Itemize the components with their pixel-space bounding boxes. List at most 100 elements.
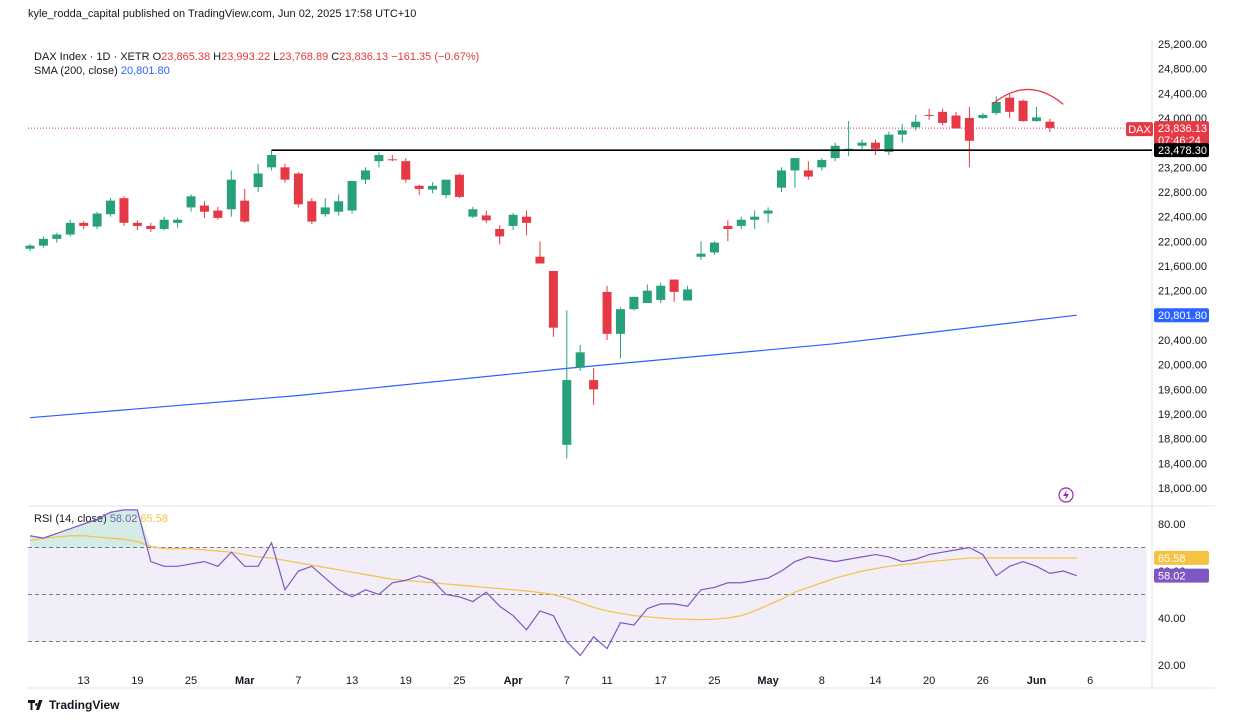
candle[interactable] xyxy=(991,96,1001,115)
candle[interactable] xyxy=(92,211,102,229)
candles-layer[interactable] xyxy=(25,93,1055,459)
candle[interactable] xyxy=(951,111,961,129)
symbol-label[interactable]: DAX Index · 1D · XETR xyxy=(34,51,150,63)
candle[interactable] xyxy=(186,194,196,212)
candle[interactable] xyxy=(897,124,907,143)
candle[interactable] xyxy=(146,222,156,233)
candle[interactable] xyxy=(589,367,599,405)
candle[interactable] xyxy=(830,142,840,162)
candle[interactable] xyxy=(52,232,62,243)
candle[interactable] xyxy=(911,114,921,131)
candle[interactable] xyxy=(361,167,370,184)
candle[interactable] xyxy=(387,155,397,162)
candle[interactable] xyxy=(293,172,303,208)
candle[interactable] xyxy=(199,201,209,218)
price-axis[interactable]: 18,000.00 18,400.00 18,800.00 19,200.00 19,6… xyxy=(1158,39,1207,495)
candle-body xyxy=(468,209,478,217)
candle[interactable] xyxy=(173,217,183,228)
candle[interactable] xyxy=(656,282,666,303)
candle[interactable] xyxy=(602,285,612,340)
time-tick-label: 25 xyxy=(708,675,720,687)
candle[interactable] xyxy=(750,210,760,230)
candle[interactable] xyxy=(253,164,263,192)
candle[interactable] xyxy=(119,196,129,226)
candle-body xyxy=(146,225,156,229)
candle[interactable] xyxy=(978,113,988,120)
candle[interactable] xyxy=(454,173,464,199)
time-axis[interactable]: 13 19 25 Mar 7 13 19 25 Apr 7 11 17 25 May 8 14 20 26 Jun 6 xyxy=(78,675,1094,687)
candle[interactable] xyxy=(79,220,89,229)
candle[interactable] xyxy=(696,241,706,260)
candle[interactable] xyxy=(508,212,518,231)
candle[interactable] xyxy=(38,236,48,248)
price-tick-label: 25,200.00 xyxy=(1158,39,1207,51)
candle[interactable] xyxy=(669,279,679,302)
candle[interactable] xyxy=(307,198,317,225)
candle[interactable] xyxy=(938,108,948,126)
candle[interactable] xyxy=(280,163,290,183)
candle[interactable] xyxy=(106,198,116,217)
candle[interactable] xyxy=(548,270,558,337)
candle[interactable] xyxy=(1018,99,1028,122)
candle[interactable] xyxy=(857,139,867,149)
candle[interactable] xyxy=(159,216,169,231)
time-tick-label: Apr xyxy=(504,675,524,687)
rsi-tag: 58.02 xyxy=(1154,568,1209,583)
tradingview-brand[interactable]: TradingView xyxy=(28,698,119,712)
candle[interactable] xyxy=(723,220,733,242)
candle[interactable] xyxy=(884,131,894,155)
main-legend: DAX Index · 1D · XETR O23,865.38 H23,993… xyxy=(34,50,479,78)
candle[interactable] xyxy=(777,167,787,192)
candle[interactable] xyxy=(1032,106,1041,122)
price-tick-label: 23,200.00 xyxy=(1158,162,1207,174)
candle[interactable] xyxy=(709,241,719,255)
annotations-layer xyxy=(28,88,1152,503)
candle[interactable] xyxy=(870,139,880,155)
lightning-icon[interactable] xyxy=(1058,487,1074,503)
candle[interactable] xyxy=(924,108,934,120)
sma-label[interactable]: SMA (200, close) xyxy=(34,65,118,77)
candle[interactable] xyxy=(964,106,974,168)
candle[interactable] xyxy=(615,307,625,359)
candle[interactable] xyxy=(428,182,438,194)
candle[interactable] xyxy=(803,161,813,180)
candle-body xyxy=(683,289,693,301)
candle[interactable] xyxy=(736,216,746,229)
candle[interactable] xyxy=(562,310,572,459)
candle[interactable] xyxy=(535,241,545,264)
candle[interactable] xyxy=(642,284,652,304)
candle[interactable] xyxy=(347,180,357,214)
candle-body xyxy=(589,380,599,390)
candle[interactable] xyxy=(495,225,505,245)
candle[interactable] xyxy=(320,198,330,217)
candle[interactable] xyxy=(790,158,800,188)
rsi-tag-text: 58.02 xyxy=(1158,571,1186,583)
candle[interactable] xyxy=(374,152,384,168)
candle[interactable] xyxy=(629,296,639,311)
candle[interactable] xyxy=(334,194,344,216)
time-tick-label: 25 xyxy=(453,675,465,687)
candle[interactable] xyxy=(522,210,532,236)
candle[interactable] xyxy=(1045,118,1055,133)
candle[interactable] xyxy=(132,220,142,231)
candle[interactable] xyxy=(441,179,451,199)
candle[interactable] xyxy=(468,206,478,218)
candle[interactable] xyxy=(267,150,277,171)
candle[interactable] xyxy=(817,158,827,171)
candle[interactable] xyxy=(683,285,693,301)
candle[interactable] xyxy=(401,158,411,183)
candle[interactable] xyxy=(65,219,75,237)
candle[interactable] xyxy=(1005,93,1015,118)
candle[interactable] xyxy=(481,210,491,223)
candle[interactable] xyxy=(414,184,424,196)
candle[interactable] xyxy=(240,188,250,223)
price-tick-label: 20,400.00 xyxy=(1158,335,1207,347)
candle[interactable] xyxy=(213,206,223,220)
candle[interactable] xyxy=(226,170,236,217)
candle[interactable] xyxy=(25,243,35,252)
candle[interactable] xyxy=(763,207,773,223)
rounded-top-arc[interactable] xyxy=(991,88,1064,105)
candle[interactable] xyxy=(575,344,585,371)
